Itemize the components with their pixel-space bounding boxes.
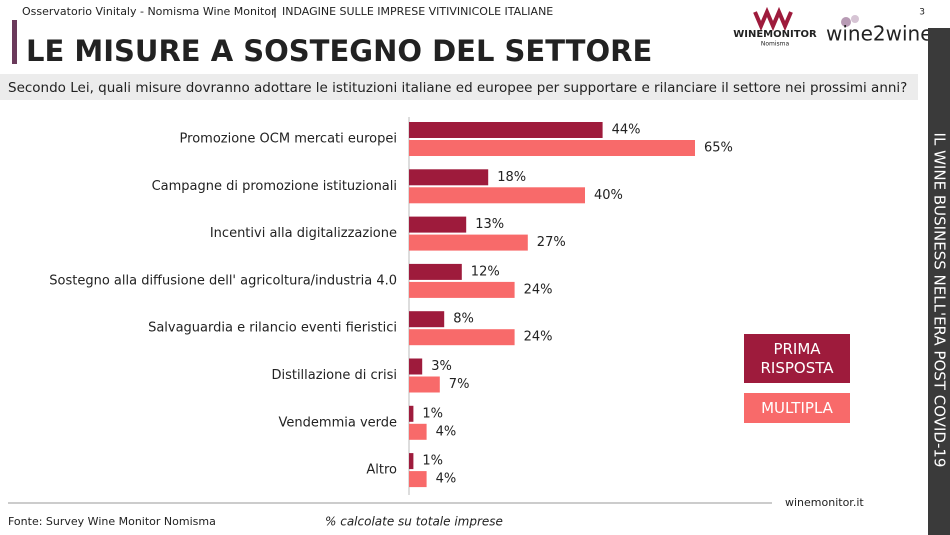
- logo-dot: [851, 15, 859, 23]
- bar: [409, 187, 585, 204]
- note: % calcolate su totale imprese: [325, 515, 503, 529]
- header-survey: INDAGINE SULLE IMPRESE VITIVINICOLE ITAL…: [282, 5, 553, 18]
- source: Fonte: Survey Wine Monitor Nomisma: [8, 515, 216, 528]
- value-label: 4%: [436, 472, 457, 487]
- value-label: 27%: [537, 235, 566, 250]
- logo-sub: Nomisma: [761, 41, 790, 48]
- sidebar: [928, 28, 950, 535]
- value-label: 24%: [524, 330, 553, 345]
- bar: [409, 358, 423, 375]
- logo-mark: [753, 6, 793, 32]
- title-accent: [12, 20, 17, 64]
- category-label: Salvaguardia e rilancio eventi fieristic…: [148, 321, 397, 336]
- bar: [409, 423, 427, 440]
- bar: [409, 216, 467, 233]
- category-label: Incentivi alla digitalizzazione: [210, 226, 397, 241]
- header-separator: |: [273, 5, 277, 18]
- header-source: Osservatorio Vinitaly - Nomisma Wine Mon…: [22, 5, 276, 18]
- bar: [409, 234, 528, 251]
- value-label: 4%: [436, 424, 457, 439]
- category-label: Distillazione di crisi: [271, 368, 397, 383]
- category-label: Sostegno alla diffusione dell' agricoltu…: [49, 273, 397, 288]
- logo-partner: wine2wine: [826, 22, 933, 46]
- logo-main: WINEMONITOR: [733, 29, 817, 40]
- bar: [409, 376, 440, 393]
- bar: [409, 281, 515, 298]
- legend-item: MULTIPLA: [744, 393, 850, 423]
- sidebar-text: IL WINE BUSINESS NELL'ERA POST COVID-19: [931, 133, 949, 468]
- bar: [409, 263, 462, 280]
- legend-item: PRIMA RISPOSTA: [744, 334, 850, 383]
- logo-dot: [841, 17, 851, 27]
- bar: [409, 471, 427, 488]
- bar: [409, 329, 515, 346]
- chart: Promozione OCM mercati europei 44% 65% Camp…: [49, 122, 733, 488]
- question: Secondo Lei, quali misure dovranno adott…: [8, 80, 907, 96]
- value-label: 8%: [453, 312, 474, 327]
- bar: [409, 311, 445, 328]
- title: LE MISURE A SOSTEGNO DEL SETTORE: [26, 34, 652, 68]
- bar: [409, 122, 603, 138]
- value-label: 18%: [497, 170, 526, 185]
- question-band: [0, 74, 918, 100]
- website: winemonitor.it: [785, 496, 864, 509]
- value-label: 7%: [449, 377, 470, 392]
- value-label: 3%: [431, 359, 452, 374]
- value-label: 40%: [594, 188, 623, 203]
- value-label: 24%: [524, 282, 553, 297]
- category-label: Altro: [366, 463, 397, 478]
- category-label: Promozione OCM mercati europei: [180, 132, 397, 147]
- bar: [409, 453, 414, 470]
- value-label: 13%: [475, 217, 504, 232]
- category-label: Vendemmia verde: [279, 415, 397, 430]
- bar: [409, 405, 414, 422]
- bar: [409, 169, 489, 186]
- category-label: Campagne di promozione istituzionali: [152, 179, 397, 194]
- bar: [409, 140, 695, 156]
- value-label: 65%: [704, 141, 733, 156]
- value-label: 44%: [612, 123, 641, 138]
- value-label: 1%: [422, 454, 443, 469]
- value-label: 1%: [422, 406, 443, 421]
- value-label: 12%: [471, 264, 500, 279]
- page-number: 3: [919, 8, 925, 18]
